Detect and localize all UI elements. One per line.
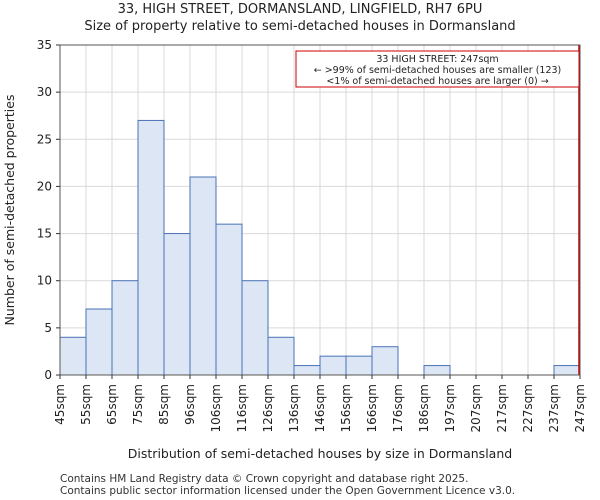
histogram-bar — [111, 280, 139, 376]
y-tick-label: 5 — [44, 321, 52, 335]
histogram-bar — [293, 365, 321, 376]
y-tick-label: 10 — [37, 274, 52, 288]
footer-licence: Contains public sector information licen… — [60, 485, 516, 497]
bar-layer — [59, 119, 581, 376]
chart-title: 33, HIGH STREET, DORMANSLAND, LINGFIELD,… — [117, 2, 483, 17]
histogram-bar — [189, 176, 217, 376]
x-tick-label: 136sqm — [287, 384, 301, 432]
x-tick-label: 96sqm — [183, 384, 197, 425]
footer-copyright: Contains HM Land Registry data © Crown c… — [60, 473, 469, 485]
histogram-bar — [345, 355, 373, 376]
histogram-bar — [319, 355, 347, 376]
histogram-bar — [137, 119, 165, 376]
y-tick-label: 25 — [37, 132, 52, 146]
x-tick-label: 65sqm — [105, 384, 119, 425]
x-tick-label: 85sqm — [157, 384, 171, 425]
x-tick-label: 186sqm — [417, 384, 431, 432]
x-tick-label: 116sqm — [235, 384, 249, 432]
x-tick-label: 166sqm — [365, 384, 379, 432]
histogram-bar — [85, 308, 113, 376]
x-tick-label: 126sqm — [261, 384, 275, 432]
x-tick-label: 45sqm — [53, 384, 67, 425]
x-tick-label: 237sqm — [547, 384, 561, 432]
y-tick-label: 15 — [37, 227, 52, 241]
x-tick-label: 176sqm — [391, 384, 405, 432]
histogram-bar — [553, 365, 581, 376]
histogram-bar — [215, 223, 243, 376]
histogram-bar — [163, 233, 191, 376]
x-tick-label: 146sqm — [313, 384, 327, 432]
y-tick-label: 20 — [37, 179, 52, 193]
x-tick-label: 227sqm — [521, 384, 535, 432]
annotation-line-2: ← >99% of semi-detached houses are small… — [314, 65, 562, 76]
annotation-border — [295, 50, 580, 88]
histogram-bar — [371, 346, 399, 376]
x-tick-label: 247sqm — [573, 384, 587, 432]
annotation-line-1: 33 HIGH STREET: 247sqm — [376, 54, 498, 65]
x-tick-label: 106sqm — [209, 384, 223, 432]
x-axis-ticks: 45sqm 55sqm 65sqm 75sqm 85sqm 96sqm 106sqm 116s… — [53, 375, 587, 432]
x-tick-label: 75sqm — [131, 384, 145, 425]
x-tick-label: 197sqm — [443, 384, 457, 432]
x-tick-label: 156sqm — [339, 384, 353, 432]
chart-subtitle: Size of property relative to semi-detach… — [84, 19, 516, 34]
y-axis-ticks: 0 5 10 15 20 25 30 35 — [37, 38, 60, 382]
x-tick-label: 207sqm — [469, 384, 483, 432]
histogram-bar — [423, 365, 451, 376]
x-axis-label: Distribution of semi-detached houses by … — [128, 446, 512, 461]
y-tick-label: 35 — [37, 38, 52, 52]
y-axis-label: Number of semi-detached properties — [2, 95, 17, 326]
annotation-box: 33 HIGH STREET: 247sqm ← >99% of semi-de… — [295, 50, 580, 88]
y-tick-label: 0 — [44, 368, 52, 382]
y-tick-label: 30 — [37, 85, 52, 99]
x-tick-label: 217sqm — [495, 384, 509, 432]
x-tick-label: 55sqm — [79, 384, 93, 425]
histogram-bar — [59, 336, 87, 376]
histogram-bar — [267, 336, 295, 376]
annotation-line-3: <1% of semi-detached houses are larger (… — [326, 76, 548, 87]
histogram-bar — [241, 280, 269, 376]
